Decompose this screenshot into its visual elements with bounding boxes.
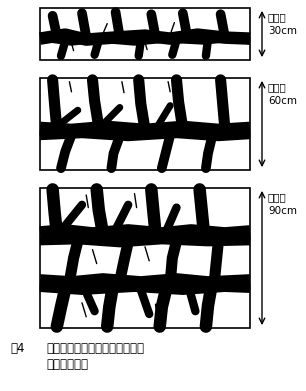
Text: 60cm: 60cm — [268, 96, 297, 106]
Text: 围4: 围4 — [10, 342, 24, 355]
Bar — [40, 78, 250, 170]
Text: 条間隔: 条間隔 — [268, 82, 287, 92]
Text: 条間隔: 条間隔 — [268, 192, 287, 202]
Text: 条間隔の拡大による条に沿った: 条間隔の拡大による条に沿った — [46, 342, 144, 355]
Text: 30cm: 30cm — [268, 26, 297, 36]
Bar — [40, 188, 250, 328]
Text: 亀裂の複線化: 亀裂の複線化 — [46, 358, 88, 371]
Bar — [40, 8, 250, 60]
Text: 条間隔: 条間隔 — [268, 12, 287, 22]
Text: 90cm: 90cm — [268, 206, 297, 216]
